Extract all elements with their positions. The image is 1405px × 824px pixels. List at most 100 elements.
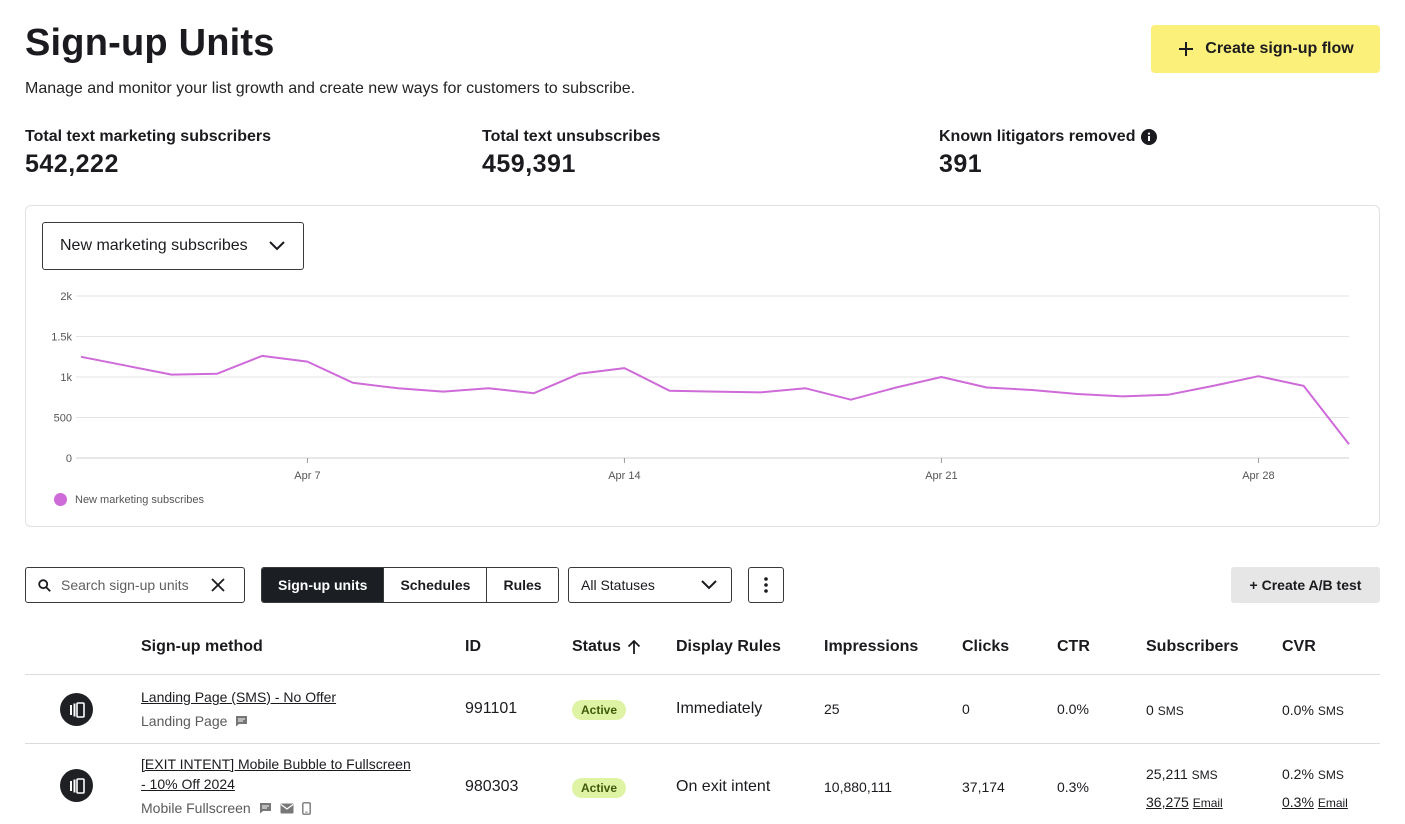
more-options-button[interactable] xyxy=(748,567,784,603)
sms-icon xyxy=(236,716,248,727)
stat-label: Total text unsubscribes xyxy=(482,128,661,145)
subscribers-sms: 0 SMS xyxy=(1146,702,1184,718)
plus-icon xyxy=(1179,42,1194,56)
cvr-email[interactable]: 0.3% Email xyxy=(1282,794,1348,810)
column-header-impressions[interactable]: Impressions xyxy=(824,638,919,655)
tab-sign-up-units[interactable]: Sign-up units xyxy=(262,568,384,602)
display-rule: Immediately xyxy=(676,700,763,717)
column-header-id[interactable]: ID xyxy=(465,638,481,655)
sign-up-unit-link[interactable]: [EXIT INTENT] Mobile Bubble to Fullscree… xyxy=(141,754,411,794)
page-subtitle: Manage and monitor your list growth and … xyxy=(25,80,636,97)
column-header-status[interactable]: Status xyxy=(572,638,641,656)
sign-up-unit-link[interactable]: Landing Page (SMS) - No Offer xyxy=(141,689,337,705)
column-header-status-label: Status xyxy=(572,638,621,655)
page-title: Sign-up Units xyxy=(25,22,275,64)
sign-up-unit-type: Mobile Fullscreen xyxy=(141,800,311,816)
view-tabs: Sign-up units Schedules Rules xyxy=(261,567,559,603)
sign-up-unit-icon xyxy=(60,769,93,802)
subscribers-sms-value: 25,211 xyxy=(1146,766,1188,782)
cvr-sms-value: 0.0% xyxy=(1282,702,1314,718)
create-sign-up-flow-label: Create sign-up flow xyxy=(1205,40,1354,57)
stat-total-subscribers: Total text marketing subscribers 542,222 xyxy=(25,128,271,179)
email-unit[interactable]: Email xyxy=(1317,796,1348,810)
search-input[interactable] xyxy=(61,577,201,593)
tab-schedules[interactable]: Schedules xyxy=(383,568,487,602)
x-tick-label: Apr 21 xyxy=(925,470,957,482)
status-filter-select[interactable]: All Statuses xyxy=(568,567,732,603)
line-chart: 0 500 1k 1.5k 2k Apr 7 Apr 14 Apr 21 Apr 28 xyxy=(51,291,1350,482)
chevron-down-icon xyxy=(269,241,285,251)
clicks: 0 xyxy=(962,701,970,717)
chevron-down-icon xyxy=(701,580,717,590)
row-divider xyxy=(25,743,1380,744)
clear-icon[interactable] xyxy=(211,578,225,592)
y-tick-label: 0 xyxy=(66,453,72,465)
cvr-sms: 0.0% SMS xyxy=(1282,702,1344,718)
column-header-clicks[interactable]: Clicks xyxy=(962,638,1010,655)
unit-id: 991101 xyxy=(465,700,518,717)
subscribers-email[interactable]: 36,275 Email xyxy=(1146,794,1223,810)
column-header-cvr[interactable]: CVR xyxy=(1282,638,1316,655)
stat-litigators-removed: Known litigators removed 391 xyxy=(939,128,1158,179)
stat-label: Total text marketing subscribers xyxy=(25,128,271,145)
column-header-ctr[interactable]: CTR xyxy=(1057,638,1090,655)
y-tick-label: 1.5k xyxy=(51,332,72,344)
unit-type-label: Mobile Fullscreen xyxy=(141,800,251,816)
cvr-email-value[interactable]: 0.3% xyxy=(1282,794,1314,810)
stat-label-row: Known litigators removed xyxy=(939,128,1158,146)
cvr-sms-value: 0.2% xyxy=(1282,766,1314,782)
impressions: 25 xyxy=(824,701,840,717)
y-tick-label: 2k xyxy=(60,291,72,303)
sms-unit: SMS xyxy=(1317,704,1344,718)
create-sign-up-flow-button[interactable]: Create sign-up flow xyxy=(1151,25,1380,73)
sms-unit: SMS xyxy=(1157,704,1184,718)
sign-up-unit-type: Landing Page xyxy=(141,713,248,729)
mobile-icon xyxy=(301,801,311,815)
table-row[interactable]: Landing Page (SMS) - No Offer Landing Pa… xyxy=(25,675,1380,744)
stat-total-unsubscribes: Total text unsubscribes 459,391 xyxy=(482,128,660,179)
y-tick-label: 500 xyxy=(54,413,72,425)
layers-icon xyxy=(69,701,85,718)
unit-type-label: Landing Page xyxy=(141,713,228,729)
legend-dot xyxy=(54,493,67,506)
subscribers-sms: 25,211 SMS xyxy=(1146,766,1218,782)
cvr-sms: 0.2% SMS xyxy=(1282,766,1344,782)
clicks: 37,174 xyxy=(962,779,1005,795)
sign-up-unit-icon xyxy=(60,693,93,726)
subscribers-email-value[interactable]: 36,275 xyxy=(1146,794,1189,810)
table-row[interactable]: [EXIT INTENT] Mobile Bubble to Fullscree… xyxy=(25,744,1380,824)
status-badge: Active xyxy=(572,700,627,720)
search-box[interactable] xyxy=(25,567,245,603)
info-icon[interactable] xyxy=(1141,129,1158,145)
subscribers-sms-value: 0 xyxy=(1146,702,1154,718)
search-icon xyxy=(38,578,51,592)
layers-icon xyxy=(69,777,85,794)
stat-value: 459,391 xyxy=(482,150,576,178)
stat-value: 542,222 xyxy=(25,150,119,178)
x-tick-label: Apr 28 xyxy=(1242,470,1274,482)
chart-card: 0 500 1k 1.5k 2k Apr 7 Apr 14 Apr 21 Apr 28 New … xyxy=(25,205,1380,527)
ctr: 0.0% xyxy=(1057,701,1089,717)
column-header-sign-up-method[interactable]: Sign-up method xyxy=(141,638,263,655)
unit-name-line-1: [EXIT INTENT] Mobile Bubble to Fullscree… xyxy=(141,756,411,772)
metric-select-value: New marketing subscribes xyxy=(60,237,248,254)
create-ab-test-button[interactable]: + Create A/B test xyxy=(1231,567,1380,603)
sms-unit: SMS xyxy=(1191,768,1218,782)
status-filter-value: All Statuses xyxy=(581,577,655,593)
kebab-menu-icon xyxy=(764,577,768,593)
tab-rules[interactable]: Rules xyxy=(486,568,558,602)
header-divider xyxy=(25,674,1380,675)
email-icon xyxy=(280,803,294,813)
email-unit[interactable]: Email xyxy=(1192,796,1223,810)
y-tick-label: 1k xyxy=(60,372,72,384)
stat-value: 391 xyxy=(939,150,983,178)
status-badge: Active xyxy=(572,778,627,798)
sms-unit: SMS xyxy=(1317,768,1344,782)
metric-select[interactable]: New marketing subscribes xyxy=(42,222,304,270)
impressions: 10,880,111 xyxy=(824,779,892,795)
sms-icon xyxy=(259,803,271,814)
column-header-display-rules[interactable]: Display Rules xyxy=(676,638,781,655)
ctr: 0.3% xyxy=(1057,779,1089,795)
column-header-subscribers[interactable]: Subscribers xyxy=(1146,638,1239,655)
display-rule: On exit intent xyxy=(676,778,771,795)
